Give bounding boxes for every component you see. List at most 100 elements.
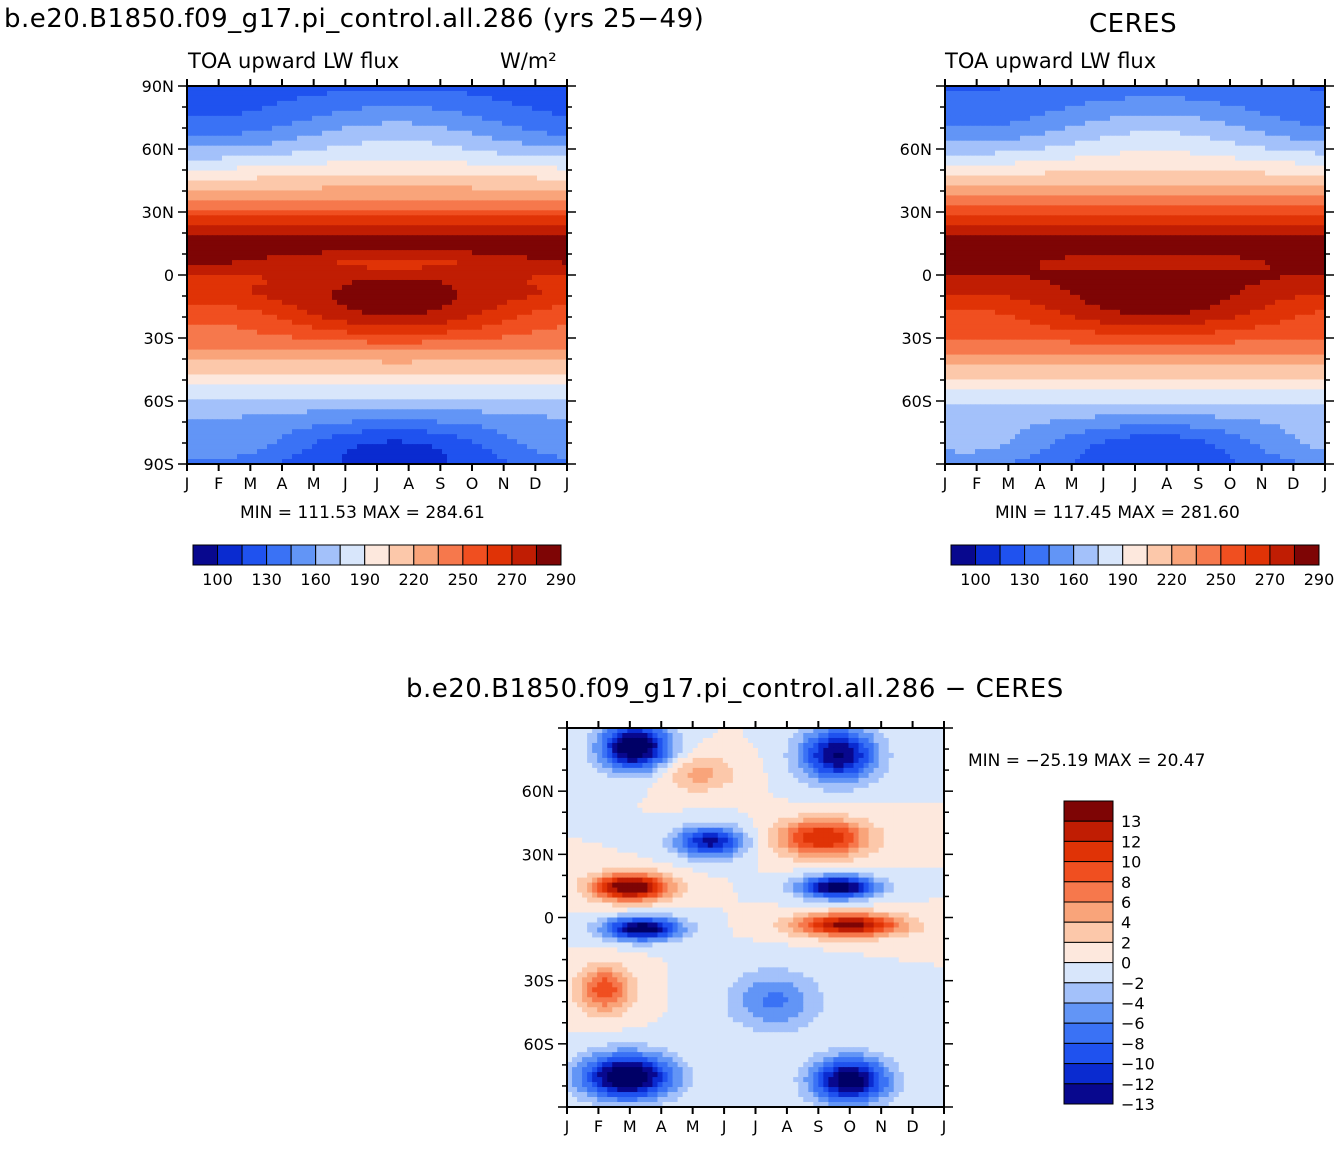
panel2-colorbar-label: 270 <box>1255 570 1286 589</box>
panel3-xtick-label: N <box>875 1117 887 1136</box>
panel2-colorbar-box <box>1172 545 1197 565</box>
panel3-minmax: MIN = −25.19 MAX = 20.47 <box>968 753 1205 770</box>
panel3-colorbar-box <box>1064 882 1113 902</box>
panel3-colorbar-box <box>1064 1023 1113 1043</box>
panel3-colorbar-label: 13 <box>1121 812 1141 831</box>
panel2-xtick-label: J <box>942 474 948 493</box>
panel1-colorbar-box <box>340 545 365 565</box>
panel3-colorbar-box <box>1064 1003 1113 1023</box>
panel3-xtick-label: A <box>781 1117 792 1136</box>
panel1-xtick-label: A <box>277 474 288 493</box>
panel1-colorbar-box <box>316 545 341 565</box>
panel3-xtick-label: M <box>623 1117 637 1136</box>
panel3-colorbar-label: 2 <box>1121 933 1131 952</box>
panel2-xtick-label: J <box>1132 474 1138 493</box>
panel3-colorbar-label: −12 <box>1121 1075 1155 1094</box>
panel1-units: W/m² <box>500 51 557 72</box>
panel3-xtick-label: D <box>906 1117 918 1136</box>
panel1-xtick-label: M <box>307 474 321 493</box>
panel1-ytick-label: 30S <box>143 329 174 348</box>
panel2-xtick-label: S <box>1193 474 1203 493</box>
panel1-xtick-label: J <box>374 474 380 493</box>
panel3-colorbar-box <box>1064 841 1113 861</box>
panel1-colorbar-box <box>512 545 537 565</box>
panel1-ytick-label: 90S <box>143 455 174 474</box>
panel3-xtick-label: J <box>721 1117 727 1136</box>
panel1-colorbar-box <box>242 545 267 565</box>
panel2-colorbar-box <box>976 545 1001 565</box>
panel3-colorbar-box <box>1064 942 1113 962</box>
panel2-colorbar-box <box>1074 545 1099 565</box>
panel1-subtitle: TOA upward LW flux <box>188 51 399 72</box>
panel1-colorbar-label: 130 <box>251 570 282 589</box>
panel2-field <box>945 86 1326 465</box>
panel2-colorbar-box <box>1000 545 1025 565</box>
panel3-colorbar-label: 10 <box>1121 853 1141 872</box>
panel3-colorbar-label: 4 <box>1121 913 1131 932</box>
panel3-colorbar-box <box>1064 963 1113 983</box>
panel3-colorbar-label: −10 <box>1121 1055 1155 1074</box>
panel3-xtick-label: F <box>594 1117 603 1136</box>
panel1-field <box>187 86 568 465</box>
panel3-colorbar-label: −2 <box>1121 974 1145 993</box>
panel1-colorbar-box <box>536 545 561 565</box>
panel3-xtick-label: O <box>843 1117 856 1136</box>
panel1-colorbar <box>193 545 561 565</box>
panel1-colorbar-label: 190 <box>349 570 380 589</box>
panel2-colorbar-box <box>1245 545 1270 565</box>
panel2-xtick-label: A <box>1161 474 1172 493</box>
panel2-colorbar-box <box>1196 545 1221 565</box>
panel1-ytick-label: 30N <box>142 203 174 222</box>
panel2-colorbar-label: 290 <box>1304 570 1335 589</box>
panel2-xtick-label: J <box>1100 474 1106 493</box>
panel2-colorbar-box <box>1147 545 1172 565</box>
panel1-xtick-label: A <box>403 474 414 493</box>
panel1-xtick-label: S <box>435 474 445 493</box>
panel2-colorbar-label: 250 <box>1206 570 1237 589</box>
panel3-colorbar-box <box>1064 862 1113 882</box>
panel1-xtick-label: F <box>214 474 223 493</box>
panel2-ytick-label: 30N <box>900 203 932 222</box>
panel1-xtick-label: J <box>184 474 190 493</box>
panel2-xtick-label: D <box>1287 474 1299 493</box>
panel3-ytick-label: 60N <box>522 782 554 801</box>
panel2-colorbar-box <box>951 545 976 565</box>
panel3-colorbar-label: −6 <box>1121 1014 1145 1033</box>
panel3-xtick-label: J <box>564 1117 570 1136</box>
panel3-colorbar-box <box>1064 902 1113 922</box>
panel1-xtick-label: N <box>498 474 510 493</box>
panel2-colorbar-box <box>1049 545 1074 565</box>
panel2-colorbar-box <box>1123 545 1148 565</box>
panel1-colorbar-label: 270 <box>497 570 528 589</box>
panel3-xtick-label: J <box>752 1117 758 1136</box>
panel1-ytick-label: 60S <box>143 392 174 411</box>
panel3-field <box>567 728 945 1108</box>
panel3-ytick-label: 60S <box>523 1035 554 1054</box>
panel3-colorbar-label: 0 <box>1121 954 1131 973</box>
panel3-colorbar-box <box>1064 1064 1113 1084</box>
panel1-colorbar-label: 290 <box>546 570 577 589</box>
panel2-xtick-label: O <box>1224 474 1237 493</box>
panel1-colorbar-box <box>438 545 463 565</box>
panel2-ytick-label: 60S <box>901 392 932 411</box>
panel1-xtick-label: D <box>529 474 541 493</box>
panel2-title: CERES <box>1089 11 1177 37</box>
panel1-colorbar-label: 160 <box>300 570 331 589</box>
panel3-xtick-label: A <box>656 1117 667 1136</box>
panel3-colorbar-box <box>1064 801 1113 821</box>
panel3-colorbar-label: −13 <box>1121 1095 1155 1114</box>
panel2-colorbar-box <box>1025 545 1050 565</box>
panel3-colorbar-label: −4 <box>1121 994 1145 1013</box>
panel1-xtick-label: O <box>466 474 479 493</box>
panel2-xtick-label: M <box>1065 474 1079 493</box>
panel3-colorbar-label: 12 <box>1121 832 1141 851</box>
panel2-colorbar-label: 130 <box>1009 570 1040 589</box>
panel2-colorbar-box <box>1270 545 1295 565</box>
panel2-colorbar <box>951 545 1319 565</box>
panel2-xtick-label: N <box>1256 474 1268 493</box>
panel1-title: b.e20.B1850.f09_g17.pi_control.all.286 (… <box>4 6 704 32</box>
panel3-colorbar-box <box>1064 922 1113 942</box>
panel3-colorbar <box>1064 801 1113 1104</box>
panel1-ytick-label: 0 <box>164 266 174 285</box>
panel1-xtick-label: J <box>342 474 348 493</box>
